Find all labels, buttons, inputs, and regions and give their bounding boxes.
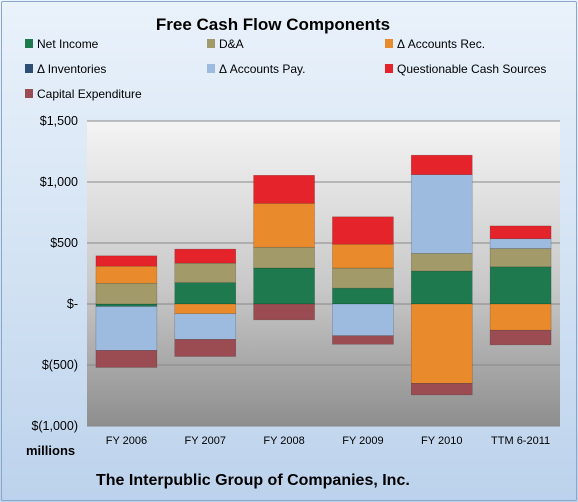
legend-swatch (207, 39, 215, 48)
gridlines (87, 120, 560, 427)
x-tick-label: FY 2007 (185, 435, 226, 447)
bar-segment (489, 225, 552, 240)
company-name: The Interpublic Group of Companies, Inc. (96, 472, 410, 489)
bar-segment (174, 282, 237, 305)
legend-swatch (385, 64, 393, 73)
legend-swatch (25, 89, 33, 98)
y-tick-label: $1,000 (40, 175, 78, 189)
chart-title: Free Cash Flow Components (156, 15, 390, 34)
bar-segment (95, 255, 158, 267)
bar-segment (489, 248, 552, 268)
legend-label: Δ Accounts Rec. (397, 37, 485, 51)
units-label: millions (26, 443, 75, 458)
y-axis-ticks: $1,500 $1,000 $500 $- $(500) $(1,000) (31, 114, 78, 433)
bar-segment (95, 306, 158, 351)
bar-segment (410, 253, 473, 272)
legend-swatch (385, 39, 393, 48)
y-tick-label: $(500) (42, 358, 78, 372)
legend-swatch (25, 64, 33, 73)
bar-segment (253, 267, 315, 305)
bar-segment (332, 267, 394, 289)
bar-segment (95, 303, 158, 307)
x-tick-label: FY 2010 (421, 435, 462, 447)
legend-swatch (25, 39, 33, 48)
bar-segment (410, 270, 473, 305)
x-axis-ticks: FY 2006 FY 2007 FY 2008 FY 2009 FY 2010 TTM 6… (106, 435, 550, 447)
bar-segment (410, 303, 473, 384)
legend-label: Net Income (37, 37, 99, 51)
legend-label: Δ Accounts Pay. (219, 62, 306, 76)
legend-label: Capital Expenditure (37, 87, 142, 101)
bar-segment (174, 262, 237, 283)
x-tick-label: FY 2009 (342, 435, 383, 447)
bar-segment (95, 265, 158, 284)
bar-segment (489, 266, 552, 305)
bar-segment (410, 154, 473, 175)
x-tick-label: TTM 6-2011 (491, 435, 550, 447)
bar-segment (95, 350, 158, 368)
x-tick-label: FY 2008 (263, 435, 304, 447)
bar-segment (489, 238, 552, 249)
y-tick-label: $- (67, 297, 78, 311)
x-tick-label: FY 2006 (106, 435, 147, 447)
y-tick-label: $1,500 (40, 114, 78, 128)
bar-segment (95, 282, 158, 305)
bar-segment (489, 329, 552, 346)
bar-segment (174, 248, 237, 264)
y-tick-label: $500 (50, 236, 78, 250)
bar-segment (253, 203, 315, 248)
legend-label: Questionable Cash Sources (397, 62, 546, 76)
y-tick-label: $(1,000) (31, 419, 78, 433)
bar-segment (174, 339, 237, 357)
legend-label: Δ Inventories (37, 62, 106, 76)
bar-segment (410, 174, 473, 254)
bar-segment (410, 382, 473, 396)
legend-swatch (207, 64, 215, 73)
bar-segment (253, 174, 315, 204)
plot-area (87, 121, 560, 426)
legend-label: D&A (219, 37, 244, 51)
chart-legend: Net Income D&A Δ Accounts Rec. Δ Inventorie… (25, 37, 546, 101)
bar-segment (332, 216, 394, 245)
bar-segment (174, 303, 237, 315)
bar-segment (253, 246, 315, 269)
bar-stacks (95, 154, 552, 396)
bar-segment (489, 303, 552, 331)
bar-segment (253, 303, 315, 321)
bar-segment (174, 313, 237, 340)
bar-segment (332, 303, 394, 337)
bar-segment (332, 335, 394, 345)
bar-segment (332, 243, 394, 269)
bar-segment (332, 287, 394, 305)
